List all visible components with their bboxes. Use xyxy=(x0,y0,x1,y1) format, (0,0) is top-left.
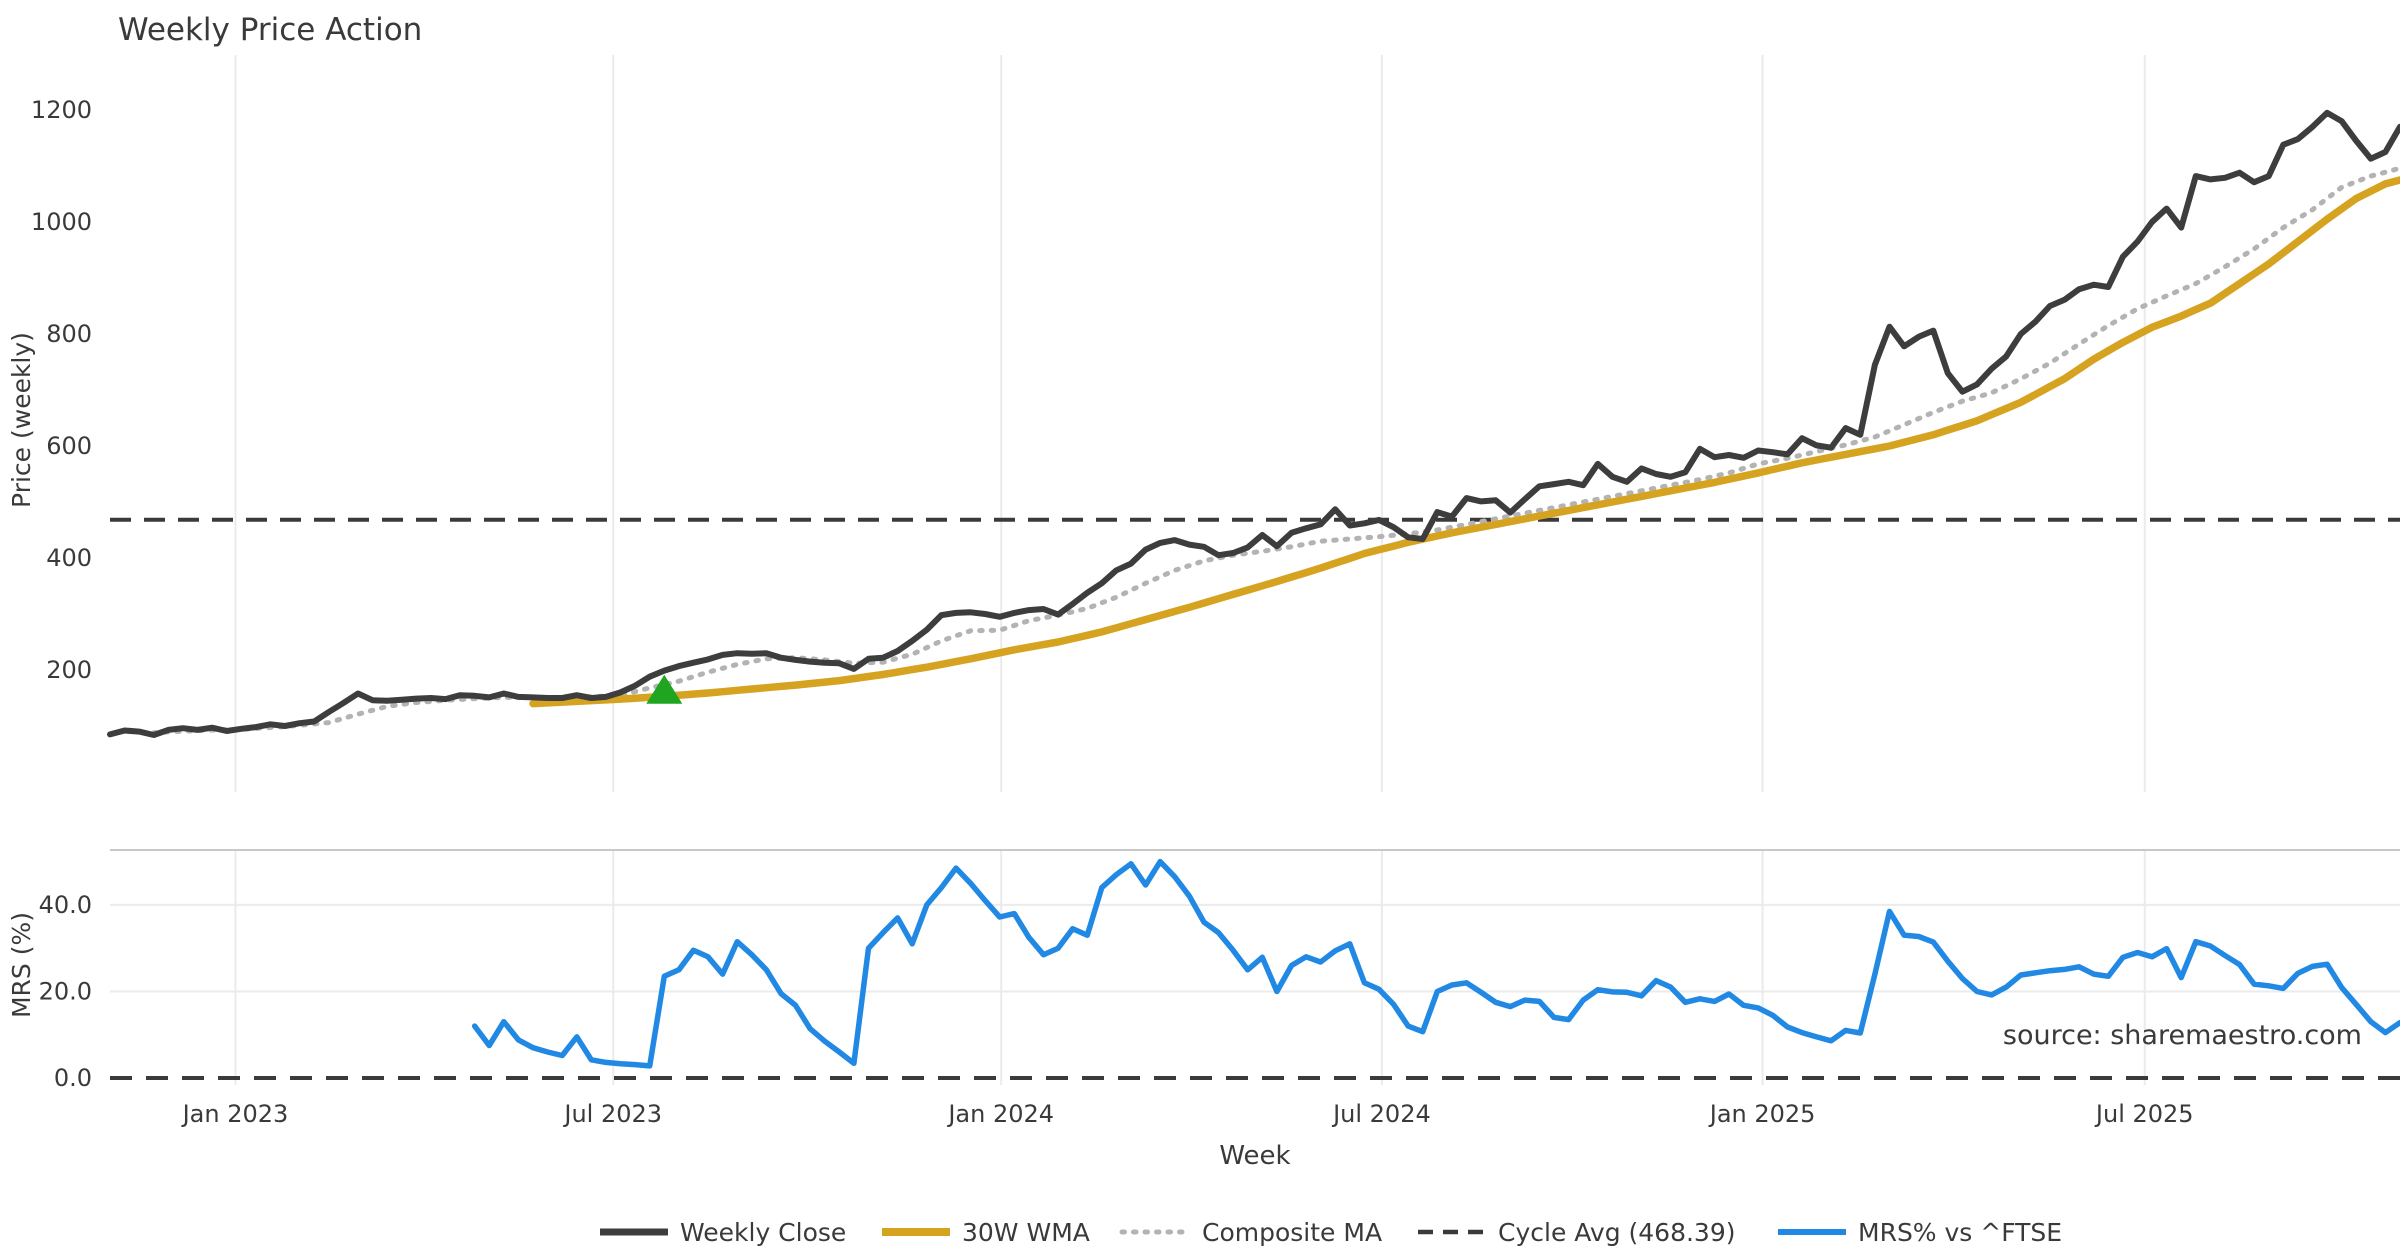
legend-label: 30W WMA xyxy=(962,1218,1090,1247)
price-tick-label: 1200 xyxy=(31,96,92,124)
legend-item-30w-wma: 30W WMA xyxy=(882,1218,1090,1247)
wma-30w-line xyxy=(529,176,2400,708)
price-axis-label: Price (weekly) xyxy=(7,332,36,508)
x-tick-label: Jan 2023 xyxy=(181,1100,289,1128)
price-panel-gridlines: 200 400 600 800 1000 1200 xyxy=(31,55,2146,792)
legend-label: Composite MA xyxy=(1202,1218,1382,1247)
price-tick-label: 200 xyxy=(46,656,92,684)
weekly-close-line xyxy=(107,109,2400,738)
legend-item-weekly-close: Weekly Close xyxy=(600,1218,846,1247)
legend-label: Cycle Avg (468.39) xyxy=(1498,1218,1736,1247)
mrs-line xyxy=(471,858,2400,1069)
x-tick-label: Jul 2025 xyxy=(2094,1100,2194,1128)
source-credit: source: sharemaestro.com xyxy=(2003,1020,2362,1051)
buy-signal-triangle-icon xyxy=(646,674,683,704)
x-tick-label: Jul 2023 xyxy=(562,1100,662,1128)
legend-label: MRS% vs ^FTSE xyxy=(1858,1218,2062,1247)
mrs-tick-label: 40.0 xyxy=(39,891,92,919)
x-tick-label: Jul 2024 xyxy=(1331,1100,1431,1128)
price-tick-label: 800 xyxy=(46,320,92,348)
legend-label: Weekly Close xyxy=(680,1218,846,1247)
legend-item-mrs: MRS% vs ^FTSE xyxy=(1778,1218,2062,1247)
chart-title: Weekly Price Action xyxy=(118,12,422,48)
price-tick-label: 600 xyxy=(46,432,92,460)
x-tick-label: Jan 2024 xyxy=(946,1100,1054,1128)
legend: Weekly Close 30W WMA Composite MA Cycle … xyxy=(600,1218,2062,1247)
mrs-panel-gridlines: Jan 2023 Jul 2023 Jan 2024 Jul 2024 Jan 2025… xyxy=(39,850,2400,1128)
legend-item-cycle-avg: Cycle Avg (468.39) xyxy=(1418,1218,1736,1247)
price-tick-label: 400 xyxy=(46,544,92,572)
mrs-tick-label: 0.0 xyxy=(54,1064,92,1092)
x-axis-label: Week xyxy=(1219,1141,1290,1171)
price-tick-label: 1000 xyxy=(31,208,92,236)
legend-item-composite-ma: Composite MA xyxy=(1119,1218,1382,1247)
mrs-axis-label: MRS (%) xyxy=(7,912,36,1018)
x-tick-label: Jan 2025 xyxy=(1708,1100,1816,1128)
mrs-tick-label: 20.0 xyxy=(39,977,92,1005)
